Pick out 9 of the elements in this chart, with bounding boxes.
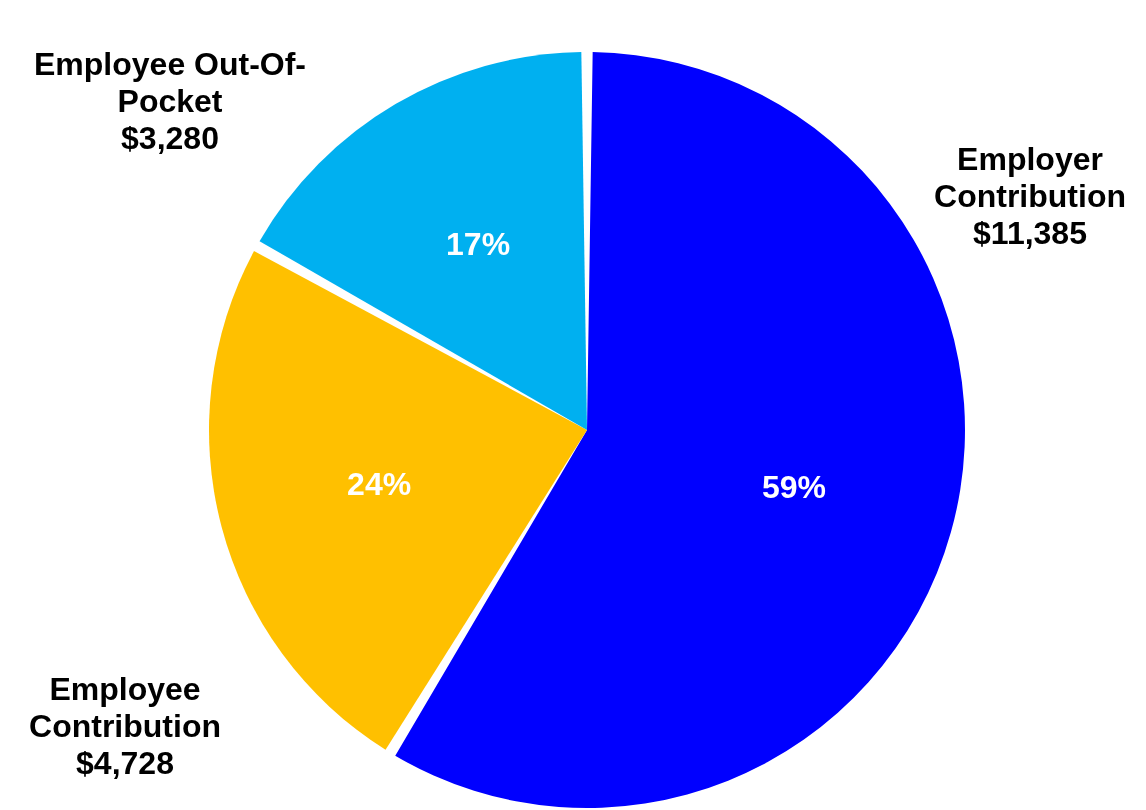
text: 17% xyxy=(446,225,511,262)
text: 24% xyxy=(347,465,412,502)
slice-label: Employee Contribution xyxy=(29,671,221,744)
data-label: $3,280 xyxy=(121,120,219,156)
text: 59% xyxy=(761,469,827,506)
data-label: $11,385 xyxy=(973,215,1087,251)
slice-label: Employer Contribution xyxy=(934,141,1126,214)
slice-label: Employee Out-Of-Pocket xyxy=(33,46,307,119)
data-label: $4,728 xyxy=(76,745,174,781)
